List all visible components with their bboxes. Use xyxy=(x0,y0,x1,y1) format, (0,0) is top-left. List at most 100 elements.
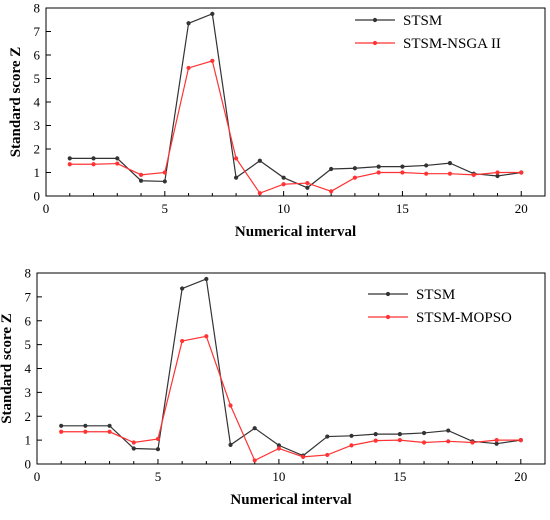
data-point xyxy=(233,175,239,180)
data-point xyxy=(376,170,381,175)
data-point xyxy=(518,438,523,443)
data-point xyxy=(373,432,378,437)
y-tick-label: 0 xyxy=(34,189,41,204)
data-point xyxy=(252,458,257,463)
data-point xyxy=(131,440,136,445)
y-axis-label: Standard score Z xyxy=(0,313,15,424)
y-tick-label: 7 xyxy=(34,24,41,39)
data-point xyxy=(421,430,427,436)
data-point xyxy=(424,171,429,176)
data-point xyxy=(83,429,88,434)
data-point xyxy=(252,426,257,431)
data-point xyxy=(210,58,215,63)
data-point xyxy=(325,434,330,439)
data-point xyxy=(400,164,405,169)
x-tick-label: 20 xyxy=(515,201,528,216)
legend-label: STSM xyxy=(403,13,442,29)
data-point xyxy=(83,423,88,428)
data-point xyxy=(257,158,262,163)
x-tick-label: 5 xyxy=(162,201,169,216)
data-point xyxy=(162,179,167,184)
y-tick-label: 3 xyxy=(34,118,41,133)
data-point xyxy=(59,423,64,428)
y-axis-label: Standard score Z xyxy=(8,47,24,158)
x-tick-label: 0 xyxy=(43,201,50,216)
data-point xyxy=(228,442,233,447)
series-1 xyxy=(67,58,524,196)
data-point xyxy=(281,182,286,187)
data-point xyxy=(67,162,72,167)
data-point xyxy=(155,447,161,452)
x-tick-label: 10 xyxy=(277,201,290,216)
data-point xyxy=(59,429,64,434)
series-line xyxy=(69,13,522,189)
legend-label: STSM-NSGA II xyxy=(403,36,501,52)
data-point xyxy=(204,276,209,282)
data-point xyxy=(115,161,120,166)
data-point xyxy=(155,436,161,442)
data-point xyxy=(400,170,405,175)
y-tick-label: 6 xyxy=(25,313,32,328)
x-axis-label: Numerical interval xyxy=(230,492,351,508)
legend-item: STSM-NSGA II xyxy=(355,36,501,52)
data-point xyxy=(131,446,136,451)
y-tick-label: 2 xyxy=(34,142,41,157)
data-point xyxy=(421,440,427,445)
data-point xyxy=(210,11,215,16)
legend-marker xyxy=(372,40,378,46)
legend-marker xyxy=(385,314,391,320)
legend-marker xyxy=(372,17,378,23)
data-point xyxy=(471,172,476,177)
data-point xyxy=(91,162,96,167)
x-tick-label: 5 xyxy=(155,469,162,484)
data-point xyxy=(91,156,96,161)
data-point xyxy=(257,191,262,196)
y-tick-label: 8 xyxy=(25,266,32,281)
series-line xyxy=(61,335,521,462)
x-tick-label: 0 xyxy=(34,469,41,484)
x-axis-label: Numerical interval xyxy=(235,224,356,240)
data-point xyxy=(373,438,378,443)
series-line xyxy=(61,278,521,457)
y-tick-label: 1 xyxy=(34,165,41,180)
data-point xyxy=(446,428,451,433)
legend-label: STSM xyxy=(416,287,455,303)
data-point xyxy=(494,441,499,446)
data-point xyxy=(305,185,310,190)
y-tick-label: 1 xyxy=(25,433,32,448)
data-point xyxy=(519,170,524,175)
data-point xyxy=(329,189,334,194)
series-line xyxy=(69,60,522,194)
plot-frame xyxy=(36,272,546,465)
data-point xyxy=(494,438,499,443)
data-point xyxy=(180,286,185,291)
data-point xyxy=(447,171,453,176)
data-point xyxy=(186,21,191,26)
data-point xyxy=(276,446,282,451)
data-point xyxy=(325,452,330,458)
y-tick-label: 5 xyxy=(34,71,41,86)
data-point xyxy=(470,440,475,445)
data-point xyxy=(138,172,144,177)
chart-bottom: 0 5 10 15 20 0 1 2 3 4 5 6 7 8 Numerical interval Stand… xyxy=(0,266,546,508)
y-tick-label: 4 xyxy=(25,361,32,376)
data-point xyxy=(495,173,500,179)
x-tick-label: 15 xyxy=(393,469,406,484)
y-tick-label: 0 xyxy=(25,457,32,472)
y-tick-label: 7 xyxy=(25,289,32,304)
data-point xyxy=(107,429,112,434)
data-point xyxy=(281,175,286,180)
data-point xyxy=(138,178,144,183)
data-point xyxy=(424,163,429,168)
y-tick-label: 2 xyxy=(25,409,32,424)
y-tick-label: 5 xyxy=(25,337,32,352)
data-point xyxy=(495,170,500,175)
data-point xyxy=(186,65,191,71)
y-tick-label: 3 xyxy=(25,385,32,400)
data-point xyxy=(115,156,120,161)
legend-item: STSM xyxy=(368,287,455,303)
legend-label: STSM-MOPSO xyxy=(416,310,512,326)
data-point xyxy=(446,439,451,444)
series-0 xyxy=(67,11,524,190)
